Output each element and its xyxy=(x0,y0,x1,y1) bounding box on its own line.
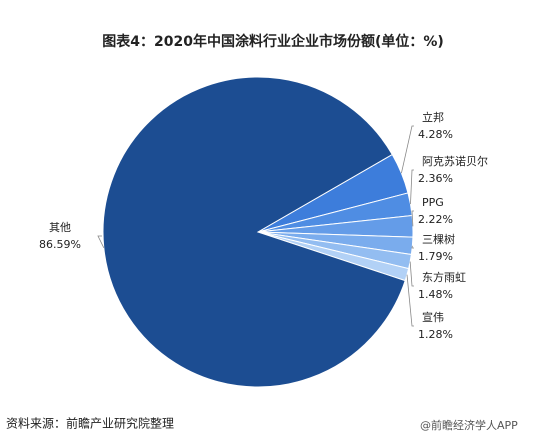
slice-label: 三棵树 xyxy=(422,232,455,246)
leader-line xyxy=(409,261,414,287)
footer: @前瞻经济学人APP xyxy=(420,418,518,432)
slice-label: 阿克苏诺贝尔 xyxy=(422,155,488,168)
value-label: 1.48% xyxy=(418,288,453,301)
value-label: 86.59% xyxy=(39,238,81,251)
value-label: 2.22% xyxy=(418,213,453,226)
slice-label: 立邦 xyxy=(422,110,444,124)
leader-line xyxy=(401,125,414,174)
slice-label: 东方雨虹 xyxy=(422,270,466,284)
value-label: 1.79% xyxy=(418,250,453,263)
slice-label: PPG xyxy=(422,196,444,209)
chart-title: 图表4：2020年中国涂料行业企业市场份额(单位：%) xyxy=(102,33,444,50)
source: 资料来源：前瞻产业研究院整理 xyxy=(6,416,174,431)
leader-line xyxy=(411,245,414,249)
value-label: 1.28% xyxy=(418,328,453,341)
leader-line xyxy=(410,169,414,205)
slice-label: 其他 xyxy=(49,221,71,234)
value-label: 4.28% xyxy=(418,128,453,141)
leader-line xyxy=(97,235,105,249)
leader-line xyxy=(406,274,414,327)
leader-line xyxy=(411,210,414,227)
slice-label: 宣伟 xyxy=(422,310,444,324)
value-label: 2.36% xyxy=(418,172,453,185)
